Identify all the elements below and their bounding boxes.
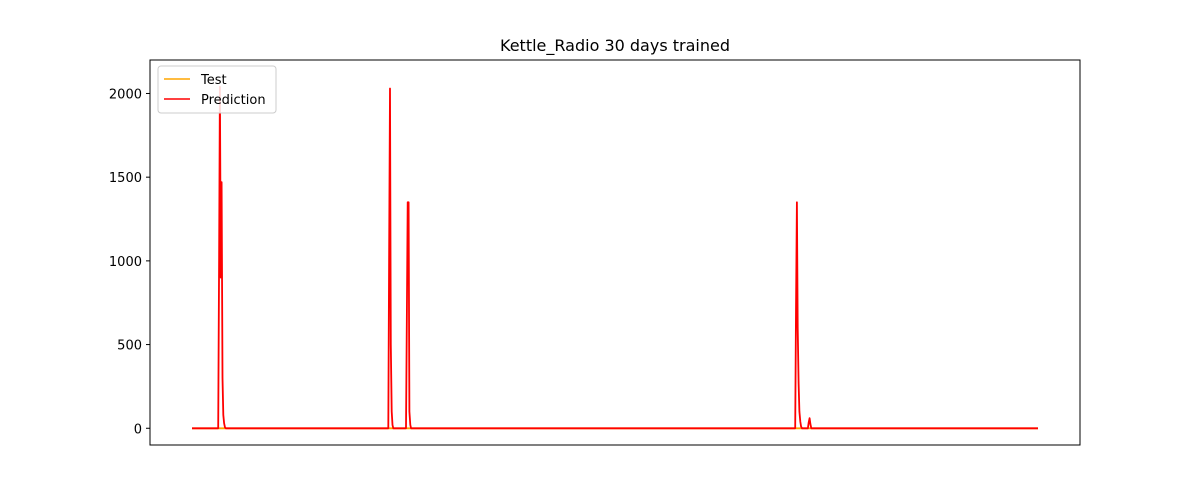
y-tick-label: 2000 xyxy=(109,87,142,102)
series-layer xyxy=(192,85,1038,430)
legend-box xyxy=(157,65,277,114)
y-tick-label: 1500 xyxy=(109,171,142,186)
legend-label-test: Test xyxy=(200,73,227,88)
y-tick-label: 0 xyxy=(134,422,142,437)
chart-title: Kettle_Radio 30 days trained xyxy=(500,36,730,56)
y-tick-label: 500 xyxy=(117,339,142,354)
legend: Test Prediction xyxy=(157,65,277,114)
y-tick-label: 1000 xyxy=(109,255,142,270)
y-axis: 0 500 1000 1500 2000 xyxy=(109,87,150,437)
series-line-prediction xyxy=(192,85,1038,430)
plot-frame xyxy=(149,59,1081,446)
legend-label-prediction: Prediction xyxy=(201,93,266,108)
